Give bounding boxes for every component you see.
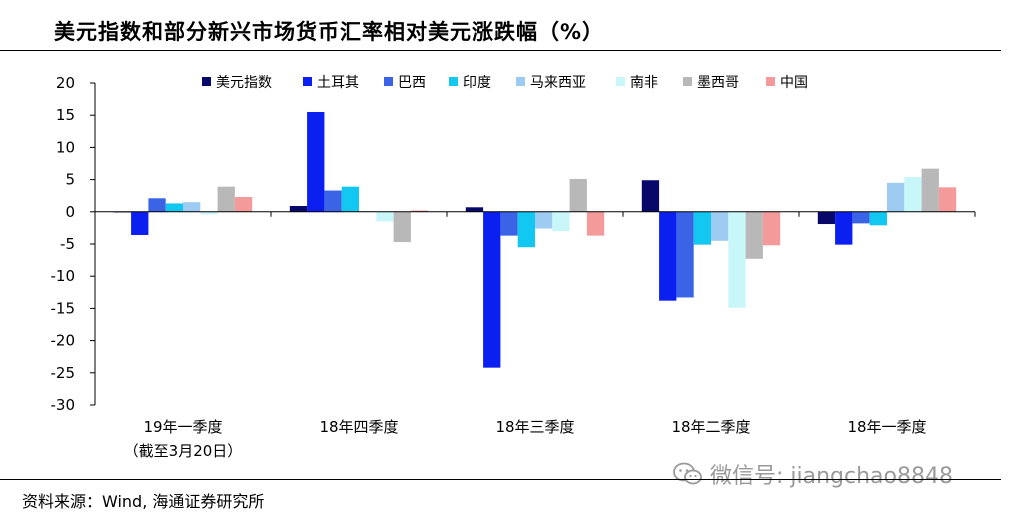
bar-4-4 xyxy=(693,211,711,245)
y-tick-label: 10 xyxy=(56,138,75,156)
category-label: 18年二季度 xyxy=(671,418,750,436)
y-tick-label: -10 xyxy=(51,267,76,285)
legend-label: 墨西哥 xyxy=(697,75,739,91)
bar-4-2 xyxy=(341,186,359,212)
bar-1-5 xyxy=(817,211,836,225)
chart-title: 美元指数和部分新兴市场货币汇率相对美元涨跌幅（%） xyxy=(54,20,605,44)
watermark-text: 微信号: jiangchao8848 xyxy=(710,464,953,489)
bar-5-3 xyxy=(535,211,553,229)
legend-swatch xyxy=(303,77,312,86)
bar-6-5 xyxy=(904,177,922,212)
source-note: 资料来源：Wind, 海通证券研究所 xyxy=(22,492,265,511)
legend-label: 中国 xyxy=(780,75,808,91)
bar-2-4 xyxy=(659,211,677,301)
bar-2-2 xyxy=(307,111,325,212)
bar-8-2 xyxy=(410,210,429,212)
bar-1-2 xyxy=(289,206,308,212)
bar-3-4 xyxy=(676,211,694,298)
chart-labels: 20 15 10 5 0 -5 -10 -15 -20 -25 -30 19年一季度 （截至3月20日）… xyxy=(51,74,927,460)
bar-7-2 xyxy=(393,211,411,243)
legend-label: 南非 xyxy=(630,75,658,91)
y-tick-label: -25 xyxy=(51,364,76,382)
legend-label: 土耳其 xyxy=(317,75,359,91)
bar-5-4 xyxy=(711,211,729,241)
y-tick-label: 0 xyxy=(65,203,75,221)
legend-swatch xyxy=(683,77,692,86)
bar-6-4 xyxy=(728,211,746,308)
bar-3-5 xyxy=(852,211,870,224)
bottom-rule xyxy=(0,479,1001,480)
y-tick-label: -5 xyxy=(60,235,75,253)
bar-7-5 xyxy=(921,168,939,212)
bar-5-5 xyxy=(887,182,905,212)
category-label: 18年三季度 xyxy=(495,418,574,436)
legend-swatch xyxy=(766,77,775,86)
y-tick-label: -30 xyxy=(51,396,76,414)
top-rule xyxy=(0,50,1001,51)
bar-8-4 xyxy=(762,211,781,246)
bar-4-3 xyxy=(517,211,535,248)
bar-3-1 xyxy=(148,198,166,212)
bar-5-1 xyxy=(183,202,201,212)
bar-1-4 xyxy=(641,180,660,212)
bar-chart: 美元指数 土耳其 巴西 印度 马来西亚 南非 墨西哥 中国 20 15 10 5 0 -5 -10 -15 -… xyxy=(51,74,976,460)
bar-2-1 xyxy=(131,211,149,235)
legend-label: 马来西亚 xyxy=(530,75,586,91)
bar-3-2 xyxy=(324,190,342,212)
bar-7-1 xyxy=(217,186,235,212)
bar-2-5 xyxy=(835,211,853,245)
wechat-icon xyxy=(673,462,702,485)
bar-3-3 xyxy=(500,211,518,236)
y-tick-label: 5 xyxy=(65,171,75,189)
legend-label: 巴西 xyxy=(398,75,426,91)
legend-swatch xyxy=(449,77,458,86)
y-tick-label: -15 xyxy=(51,299,76,317)
bar-4-1 xyxy=(165,203,183,212)
bar-6-1 xyxy=(200,211,218,215)
chart-axes xyxy=(90,82,976,406)
legend-label: 印度 xyxy=(463,75,491,91)
bar-1-3 xyxy=(465,207,484,212)
bar-6-3 xyxy=(552,211,570,232)
chart-legend: 美元指数 土耳其 巴西 印度 马来西亚 南非 墨西哥 中国 xyxy=(202,75,808,91)
bar-8-1 xyxy=(234,196,253,212)
legend-label: 美元指数 xyxy=(216,75,272,91)
legend-swatch xyxy=(516,77,525,86)
category-label: 18年四季度 xyxy=(319,418,398,436)
bar-7-3 xyxy=(569,178,587,212)
bar-2-3 xyxy=(483,211,501,368)
legend-swatch xyxy=(202,77,211,86)
category-label: 18年一季度 xyxy=(847,418,926,436)
legend-swatch xyxy=(384,77,393,86)
bar-8-5 xyxy=(938,187,957,212)
y-tick-label: -20 xyxy=(51,332,76,350)
watermark: 微信号: jiangchao8848 xyxy=(672,458,953,490)
bar-4-5 xyxy=(869,211,887,226)
bar-6-2 xyxy=(376,211,394,222)
y-tick-label: 20 xyxy=(56,74,75,92)
chart-bars xyxy=(113,111,957,368)
bar-7-4 xyxy=(745,211,763,259)
category-label: 19年一季度 xyxy=(143,418,222,436)
y-tick-label: 15 xyxy=(56,106,75,124)
legend-swatch xyxy=(616,77,625,86)
bar-8-3 xyxy=(586,211,605,236)
category-sublabel: （截至3月20日） xyxy=(124,442,243,460)
